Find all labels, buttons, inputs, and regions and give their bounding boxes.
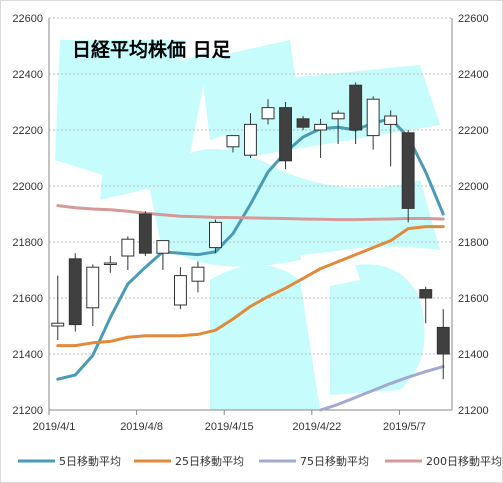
x-tick-label: 2019/5/7 — [383, 421, 426, 433]
y-tick-label: 22400 — [458, 69, 489, 81]
x-tick-label: 2019/4/1 — [33, 421, 76, 433]
candle-up — [226, 135, 240, 148]
candle-up — [86, 266, 100, 309]
candle-up — [244, 123, 257, 156]
candle-down — [401, 132, 415, 209]
legend-label: 5日移動平均 — [59, 454, 121, 468]
logo-shape — [330, 264, 425, 395]
series-line: 75日移動平均 — [319, 365, 445, 412]
axes — [48, 18, 453, 415]
candle-down — [436, 326, 450, 355]
y-tick-label: 22400 — [12, 69, 43, 81]
candle-down — [138, 213, 152, 254]
candles — [51, 82, 450, 380]
legend-label: 25日移動平均 — [175, 454, 244, 468]
y-tick-label: 21800 — [12, 237, 43, 249]
background-logo — [55, 40, 440, 410]
series-line: 25日移動平均 — [56, 225, 445, 348]
candle-up — [174, 275, 187, 306]
candle-up — [384, 115, 398, 125]
y-tick-label: 21600 — [458, 293, 489, 305]
candle-up — [103, 262, 117, 265]
y-tick-label: 22000 — [458, 181, 489, 193]
logo-shape — [210, 265, 320, 410]
y-tick-label: 22600 — [458, 13, 489, 25]
x-tick-label: 2019/4/15 — [205, 421, 254, 433]
legend: 5日移動平均 25日移動平均 75日移動平均 200日移動平均 — [18, 454, 502, 468]
candle-down — [296, 118, 310, 128]
y-tick-label: 21400 — [458, 349, 489, 361]
legend-label: 200日移動平均 — [426, 454, 502, 468]
candle-up — [209, 221, 222, 249]
candle-down — [419, 289, 433, 299]
chart-title: 日経平均株価 日足 — [72, 38, 232, 61]
y-tick-label: 22000 — [12, 181, 43, 193]
y-tick-label: 22600 — [12, 13, 43, 25]
y-tick-labels-right: 21200 21400 21600 21800 22000 22200 22400 22600 — [458, 13, 489, 417]
x-tick-label: 2019/4/8 — [120, 421, 163, 433]
candle-up — [261, 107, 275, 120]
y-tick-labels-left: 21200 21400 21600 21800 22000 22200 22400 22600 — [12, 13, 43, 417]
candle-up — [51, 322, 65, 327]
candle-up — [191, 266, 205, 282]
y-tick-label: 21600 — [12, 293, 43, 305]
candle-up — [331, 112, 345, 120]
candle-up — [314, 123, 328, 131]
y-tick-label: 21400 — [12, 349, 43, 361]
candle-down — [349, 84, 363, 131]
legend-label: 75日移動平均 — [300, 454, 369, 468]
y-tick-label: 22200 — [458, 125, 489, 137]
logo-shape — [150, 149, 440, 267]
logo-shape — [215, 65, 440, 160]
y-tick-label: 21200 — [12, 405, 43, 417]
candle-up — [121, 238, 135, 257]
x-tick-labels: 2019/4/1 2019/4/8 2019/4/15 2019/4/22 2019/5… — [33, 421, 426, 433]
candle-down — [279, 107, 293, 162]
candle-down — [68, 258, 82, 326]
candle-up — [366, 98, 380, 137]
x-tick-label: 2019/4/22 — [292, 421, 341, 433]
series-line: 200日移動平均 — [56, 204, 445, 222]
y-tick-label: 22200 — [12, 125, 43, 137]
y-tick-label: 21800 — [458, 237, 489, 249]
y-tick-label: 21200 — [458, 405, 489, 417]
candle-up — [156, 240, 170, 254]
